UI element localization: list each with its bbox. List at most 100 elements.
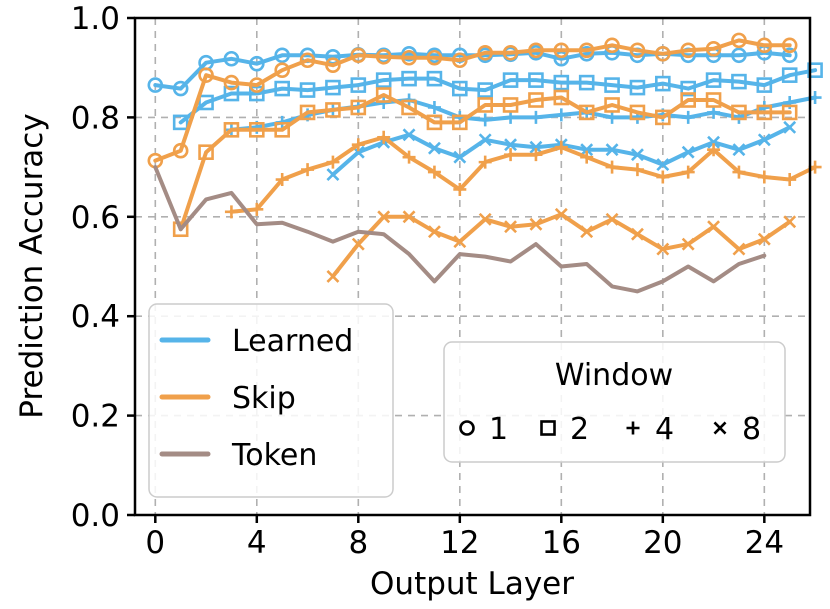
data-point <box>401 70 417 87</box>
data-point <box>707 143 721 157</box>
data-point <box>757 232 771 246</box>
y-tick-label: 0.2 <box>71 399 120 435</box>
data-point <box>630 163 644 177</box>
window-legend: Window 1 2 4 8 <box>443 341 786 463</box>
window-label-4: 4 <box>655 412 674 447</box>
data-point <box>350 77 367 93</box>
data-point <box>580 150 594 164</box>
data-point <box>223 74 240 91</box>
data-point <box>580 143 594 157</box>
data-point <box>198 94 214 111</box>
data-point <box>350 99 367 116</box>
data-point <box>605 143 619 157</box>
data-point <box>224 205 238 219</box>
series-line <box>153 38 792 163</box>
data-point <box>529 110 543 124</box>
data-point <box>731 47 747 64</box>
data-point <box>249 122 265 138</box>
data-point <box>453 182 467 196</box>
x-tick-label: 20 <box>643 525 682 561</box>
data-point <box>375 87 392 103</box>
data-point <box>427 141 441 155</box>
data-point <box>427 225 441 239</box>
data-point <box>478 113 492 127</box>
data-point <box>504 148 518 162</box>
window-marker-x <box>713 421 727 435</box>
data-point <box>453 150 467 164</box>
window-marker-square <box>540 420 556 436</box>
data-point <box>554 108 568 122</box>
data-point <box>681 145 695 159</box>
window-legend-title: Window <box>555 358 673 393</box>
data-point <box>427 100 441 114</box>
data-point <box>655 45 671 62</box>
data-point <box>781 47 798 64</box>
data-point <box>172 142 189 159</box>
data-point <box>757 170 771 184</box>
data-point <box>426 49 443 66</box>
data-point <box>504 138 518 152</box>
series-token-none <box>153 165 767 294</box>
data-point <box>731 73 747 90</box>
series-line <box>178 68 818 125</box>
data-point <box>477 97 493 113</box>
data-point <box>249 77 265 93</box>
data-point <box>781 37 798 54</box>
data-point <box>578 42 595 59</box>
data-point <box>502 97 519 113</box>
data-point <box>326 155 340 169</box>
legend-label-token: Token <box>231 438 317 473</box>
data-point <box>504 220 518 234</box>
data-point <box>553 74 570 91</box>
tick-layer: 0 4 8 12 16 20 240.00.20.40.60.81.0 <box>71 1 784 561</box>
window-legend-frame <box>443 341 786 463</box>
data-point <box>731 32 747 49</box>
data-point <box>680 92 696 108</box>
data-point <box>274 80 290 97</box>
series-line <box>153 165 767 294</box>
data-point <box>249 55 265 72</box>
data-point <box>783 173 797 187</box>
data-point <box>172 114 189 131</box>
data-point <box>326 269 340 283</box>
data-point <box>351 237 365 251</box>
data-point <box>529 140 543 154</box>
data-point <box>274 62 290 78</box>
data-point <box>732 165 746 179</box>
data-point <box>351 138 365 152</box>
data-point <box>781 67 798 83</box>
data-point <box>656 242 670 256</box>
data-point <box>731 104 747 121</box>
data-point <box>732 242 746 256</box>
data-point <box>656 158 670 172</box>
data-point <box>655 109 671 126</box>
data-point <box>655 75 671 92</box>
data-point <box>680 80 696 97</box>
data-point <box>250 202 264 216</box>
data-point <box>756 104 773 121</box>
series-line <box>178 93 792 232</box>
x-tick-label: 0 <box>145 525 165 561</box>
data-point <box>604 77 620 93</box>
data-point <box>681 237 695 251</box>
data-point <box>172 221 189 238</box>
data-point <box>478 133 492 147</box>
data-point <box>325 79 341 96</box>
data-point <box>427 165 441 179</box>
data-point <box>783 120 797 134</box>
plot-frame <box>133 16 812 517</box>
data-point <box>528 72 544 88</box>
data-point <box>580 225 594 239</box>
data-point <box>301 163 315 177</box>
data-point <box>757 133 771 147</box>
data-point <box>680 42 696 59</box>
data-point <box>604 37 620 54</box>
data-point <box>147 77 164 93</box>
data-point <box>426 70 443 87</box>
data-point <box>705 92 722 108</box>
data-point <box>605 212 619 226</box>
data-point <box>502 72 519 88</box>
series-layer <box>147 32 823 294</box>
data-point <box>504 110 518 124</box>
series-line <box>229 135 818 214</box>
